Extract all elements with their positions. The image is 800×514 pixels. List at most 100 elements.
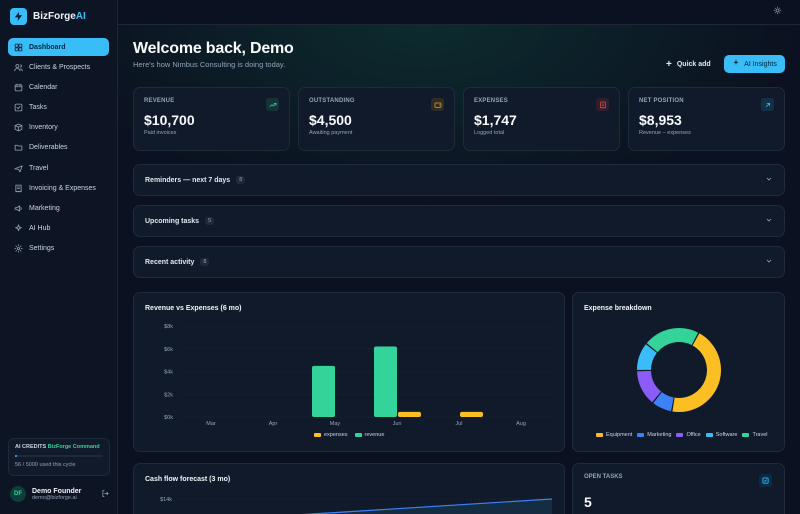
xtick-label: Aug xyxy=(516,421,526,427)
sidebar: BizForgeAI Dashboard Clients & Prospects… xyxy=(0,0,118,514)
chart-legend: expenses revenue xyxy=(314,432,384,438)
slice-marketing xyxy=(653,392,674,412)
ai-insights-button[interactable]: AI Insights xyxy=(724,55,785,73)
sidebar-item-dashboard[interactable]: Dashboard xyxy=(8,38,109,56)
calendar-icon xyxy=(14,83,23,92)
sidebar-item-clients-prospects[interactable]: Clients & Prospects xyxy=(8,58,109,76)
gear-icon xyxy=(14,244,23,254)
stat-card-expenses[interactable]: EXPENSES $1,747 Logged total xyxy=(463,87,620,151)
tasks-icon xyxy=(14,103,23,112)
ytick-label: $8k xyxy=(164,324,173,330)
folder-icon xyxy=(14,143,23,152)
arrow-up-right-icon xyxy=(761,98,774,111)
user-profile: DF Demo Founder demo@bizforge.ai xyxy=(10,486,110,502)
panel-title: Cash flow forecast (3 mo) xyxy=(145,476,231,483)
forecast-line xyxy=(302,498,553,514)
stat-label: NET POSITION xyxy=(639,98,684,104)
stat-card-revenue[interactable]: REVENUE $10,700 Paid invoices xyxy=(133,87,290,151)
dashboard-icon xyxy=(14,43,23,52)
sidebar-item-settings[interactable]: Settings xyxy=(8,240,109,258)
count-badge: 5 xyxy=(205,217,215,225)
plus-icon: + xyxy=(666,59,672,70)
credits-title: AI CREDITS BizForge Command xyxy=(15,444,100,450)
sidebar-item-label: Calendar xyxy=(29,83,58,91)
sidebar-item-label: Clients & Prospects xyxy=(29,63,91,71)
sidebar-item-label: Inventory xyxy=(29,124,58,132)
plane-icon xyxy=(14,164,23,173)
bar-revenue-jun xyxy=(374,346,397,417)
stat-value: $1,747 xyxy=(474,112,517,128)
legend-item-software: Software xyxy=(705,432,737,438)
sidebar-item-marketing[interactable]: Marketing xyxy=(8,200,109,218)
invoice-icon xyxy=(14,184,23,193)
accordion-title: Recent activity xyxy=(145,258,195,266)
trending-up-icon xyxy=(266,98,279,111)
accordion-recent-activity[interactable]: Recent activity 8 xyxy=(133,246,785,278)
brand-name: BizForgeAI xyxy=(33,10,86,22)
ai-credits-card: AI CREDITS BizForge Command 56 / 5000 us… xyxy=(8,438,110,476)
quick-add-button[interactable]: + Quick add xyxy=(666,59,711,70)
revenue-expenses-chart: $0k $2k $4k $6k $8k Mar Apr May Jun Jul Aug xyxy=(164,324,552,427)
page-subtitle: Here's how Nimbus Consulting is doing to… xyxy=(133,60,286,69)
sidebar-item-label: AI Hub xyxy=(29,225,51,233)
sidebar-item-deliverables[interactable]: Deliverables xyxy=(8,139,109,157)
slice-software xyxy=(637,344,657,370)
wallet-icon xyxy=(431,98,444,111)
legend-item-marketing: Marketing xyxy=(637,432,671,438)
stat-subtitle: Logged total xyxy=(474,130,505,136)
user-email: demo@bizforge.ai xyxy=(32,494,77,501)
stat-value: $8,953 xyxy=(639,112,682,128)
xtick-label: Mar xyxy=(206,421,216,427)
stat-label: REVENUE xyxy=(144,98,175,104)
expense-breakdown-panel: Expense breakdown Equipment Marketing Offi… xyxy=(572,292,785,452)
open-tasks-count: 5 xyxy=(584,494,592,510)
sidebar-item-inventory[interactable]: Inventory xyxy=(8,119,109,137)
ytick-label: $4k xyxy=(164,370,173,376)
forecast-area xyxy=(312,499,552,514)
open-tasks-card[interactable]: OPEN TASKS 5 xyxy=(572,463,785,514)
bar-revenue-may xyxy=(312,365,335,417)
user-name: Demo Founder xyxy=(32,487,82,495)
logout-icon[interactable] xyxy=(101,489,110,500)
credits-usage: 56 / 5000 used this cycle xyxy=(15,462,76,468)
sun-icon[interactable] xyxy=(773,6,782,18)
chevron-down-icon[interactable] xyxy=(765,257,773,267)
accordion-upcoming-tasks[interactable]: Upcoming tasks 5 xyxy=(133,205,785,237)
credits-progress xyxy=(15,455,103,457)
brand[interactable]: BizForgeAI xyxy=(0,0,117,32)
stat-card-net-position[interactable]: NET POSITION $8,953 Revenue − expenses xyxy=(628,87,785,151)
sidebar-item-label: Dashboard xyxy=(29,43,66,51)
sidebar-item-label: Settings xyxy=(29,245,55,253)
users-icon xyxy=(14,63,23,72)
bolt-icon xyxy=(10,7,27,25)
sparkle-icon xyxy=(14,224,23,233)
stat-value: $4,500 xyxy=(309,112,352,128)
expense-donut-chart xyxy=(637,328,721,412)
chevron-down-icon[interactable] xyxy=(765,216,773,226)
sidebar-item-tasks[interactable]: Tasks xyxy=(8,99,109,117)
sidebar-item-invoicing-expenses[interactable]: Invoicing & Expenses xyxy=(8,179,109,197)
slice-office xyxy=(637,370,662,403)
sidebar-item-travel[interactable]: Travel xyxy=(8,159,109,177)
receipt-icon xyxy=(596,98,609,111)
sidebar-item-calendar[interactable]: Calendar xyxy=(8,78,109,96)
legend-item-travel: Travel xyxy=(742,432,768,438)
count-badge: 8 xyxy=(200,258,210,266)
checkbox-icon xyxy=(759,474,772,487)
ytick-label: $6k xyxy=(164,347,173,353)
panel-title: Expense breakdown xyxy=(584,305,652,312)
sidebar-item-label: Travel xyxy=(29,164,49,172)
chevron-down-icon[interactable] xyxy=(765,175,773,185)
slice-equipment xyxy=(672,333,721,412)
avatar[interactable]: DF xyxy=(10,486,26,502)
legend-item-revenue: revenue xyxy=(354,432,384,438)
accordion-title: Upcoming tasks xyxy=(145,217,200,225)
legend-item-equipment: Equipment xyxy=(596,432,632,438)
box-icon xyxy=(14,123,23,132)
sidebar-item-ai-hub[interactable]: AI Hub xyxy=(8,220,109,238)
stat-card-outstanding[interactable]: OUTSTANDING $4,500 Awaiting payment xyxy=(298,87,455,151)
slice-travel xyxy=(646,328,699,353)
accordion-reminders-—[interactable]: Reminders — next 7 days 8 xyxy=(133,164,785,196)
stat-label: OUTSTANDING xyxy=(309,98,355,104)
donut-legend: Equipment Marketing Office Software Travel xyxy=(596,432,768,438)
